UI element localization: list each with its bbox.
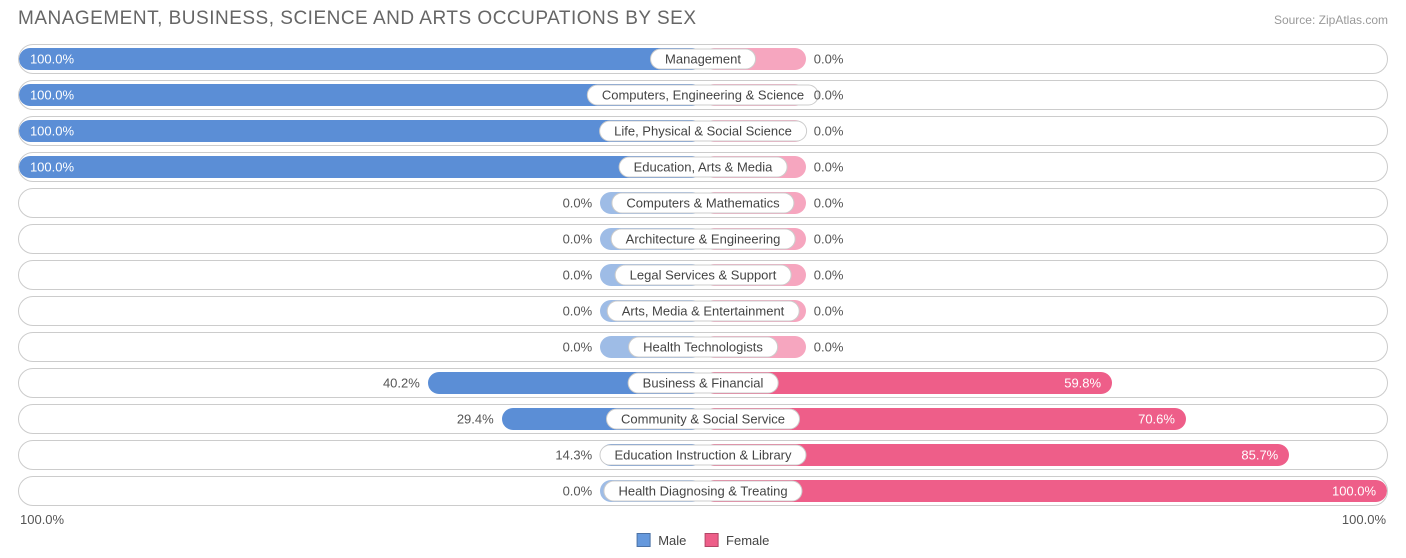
category-label: Computers, Engineering & Science	[587, 85, 819, 106]
legend-male-label: Male	[658, 533, 686, 548]
value-male: 0.0%	[563, 196, 593, 211]
value-female: 85.7%	[1241, 448, 1278, 463]
legend-male-swatch	[637, 533, 651, 547]
value-female: 100.0%	[1332, 484, 1376, 499]
category-label: Health Technologists	[628, 337, 778, 358]
value-female: 0.0%	[814, 160, 844, 175]
chart-row: 40.2% 59.8% Business & Financial	[18, 368, 1388, 398]
value-female: 0.0%	[814, 268, 844, 283]
value-female: 0.0%	[814, 304, 844, 319]
value-female: 59.8%	[1064, 376, 1101, 391]
value-male: 29.4%	[457, 412, 494, 427]
axis-right: 100.0%	[1342, 512, 1386, 527]
legend-female-label: Female	[726, 533, 769, 548]
legend-female: Female	[704, 533, 769, 548]
value-male: 0.0%	[563, 340, 593, 355]
chart-row: 100.0% 0.0% Life, Physical & Social Scienc…	[18, 116, 1388, 146]
chart-row: 14.3% 85.7% Education Instruction & Librar…	[18, 440, 1388, 470]
value-female: 0.0%	[814, 340, 844, 355]
chart-row: 0.0% 0.0% Legal Services & Support	[18, 260, 1388, 290]
bar-male	[19, 156, 703, 178]
value-female: 0.0%	[814, 196, 844, 211]
legend-male: Male	[637, 533, 687, 548]
chart-row: 0.0% 100.0% Health Diagnosing & Treating	[18, 476, 1388, 506]
chart-source: Source: ZipAtlas.com	[1274, 13, 1388, 27]
value-male: 40.2%	[383, 376, 420, 391]
category-label: Architecture & Engineering	[611, 229, 796, 250]
value-male: 0.0%	[563, 304, 593, 319]
axis-labels: 100.0% 100.0%	[18, 512, 1388, 527]
value-female: 0.0%	[814, 52, 844, 67]
chart-row: 100.0% 0.0% Education, Arts & Media	[18, 152, 1388, 182]
value-female: 70.6%	[1138, 412, 1175, 427]
bar-male	[19, 48, 703, 70]
category-label: Management	[650, 49, 756, 70]
category-label: Arts, Media & Entertainment	[607, 301, 800, 322]
bar-female	[703, 480, 1387, 502]
chart-title: MANAGEMENT, BUSINESS, SCIENCE AND ARTS O…	[18, 8, 697, 30]
chart-row: 0.0% 0.0% Computers & Mathematics	[18, 188, 1388, 218]
legend: Male Female	[637, 533, 770, 548]
category-label: Education, Arts & Media	[619, 157, 788, 178]
value-male: 100.0%	[30, 52, 74, 67]
value-male: 100.0%	[30, 124, 74, 139]
value-male: 14.3%	[555, 448, 592, 463]
value-female: 0.0%	[814, 88, 844, 103]
chart-row: 100.0% 0.0%Computers, Engineering & Scien…	[18, 80, 1388, 110]
chart-row: 29.4% 70.6% Community & Social Service	[18, 404, 1388, 434]
chart-area: 100.0%0.0%Management100.0%0.0%Computers,…	[18, 44, 1388, 506]
chart-row: 0.0% 0.0% Health Technologists	[18, 332, 1388, 362]
category-label: Computers & Mathematics	[611, 193, 794, 214]
chart-row: 0.0% 0.0% Arts, Media & Entertainment	[18, 296, 1388, 326]
value-male: 100.0%	[30, 160, 74, 175]
value-male: 100.0%	[30, 88, 74, 103]
category-label: Life, Physical & Social Science	[599, 121, 807, 142]
value-female: 0.0%	[814, 232, 844, 247]
category-label: Community & Social Service	[606, 409, 800, 430]
legend-female-swatch	[704, 533, 718, 547]
value-female: 0.0%	[814, 124, 844, 139]
value-male: 0.0%	[563, 484, 593, 499]
chart-row: 100.0% 0.0% Management	[18, 44, 1388, 74]
category-label: Business & Financial	[628, 373, 779, 394]
chart-row: 0.0% 0.0% Architecture & Engineering	[18, 224, 1388, 254]
axis-left: 100.0%	[20, 512, 64, 527]
value-male: 0.0%	[563, 268, 593, 283]
category-label: Legal Services & Support	[615, 265, 792, 286]
value-male: 0.0%	[563, 232, 593, 247]
category-label: Education Instruction & Library	[599, 445, 806, 466]
category-label: Health Diagnosing & Treating	[603, 481, 802, 502]
